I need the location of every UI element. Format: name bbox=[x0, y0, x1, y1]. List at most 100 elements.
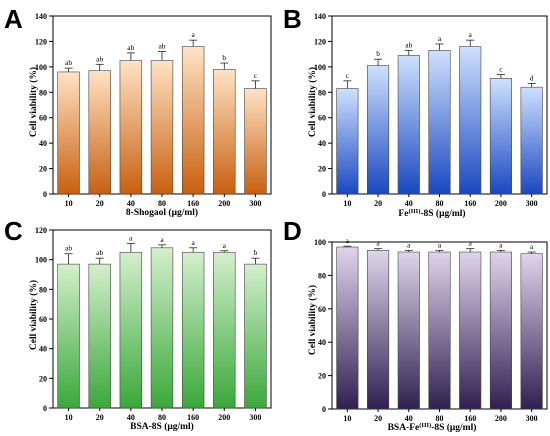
y-tick-label-a: 140 bbox=[35, 12, 47, 21]
bar-b-200 bbox=[489, 78, 512, 195]
x-axis-title-b-superscript: (III) bbox=[408, 208, 420, 215]
bar-d-80 bbox=[428, 251, 451, 410]
significance-label-d-300: a bbox=[530, 242, 534, 251]
bar-b-300 bbox=[520, 86, 543, 195]
x-tick-label-d-20: 20 bbox=[374, 414, 382, 423]
y-axis-title-b: Cell viability (%) bbox=[307, 67, 318, 137]
significance-label-b-200: c bbox=[499, 64, 503, 73]
significance-label-d-80: a bbox=[438, 240, 442, 249]
bar-d-10 bbox=[336, 246, 359, 410]
significance-label-b-40: ab bbox=[405, 40, 412, 49]
y-tick-label-d: 0 bbox=[322, 405, 326, 414]
y-tick-label-b: 120 bbox=[314, 37, 326, 46]
panel-letter-c: C bbox=[4, 216, 23, 246]
bar-c-300 bbox=[244, 263, 267, 409]
y-tick-label-c: 80 bbox=[39, 285, 47, 294]
significance-label-b-20: b bbox=[376, 49, 380, 58]
x-tick-label-b-20: 20 bbox=[374, 199, 382, 208]
y-tick-label-a: 120 bbox=[35, 37, 47, 46]
y-tick-label-d: 20 bbox=[318, 372, 326, 381]
significance-label-a-300: c bbox=[254, 71, 258, 80]
x-tick-label-a-80: 80 bbox=[158, 199, 166, 208]
y-tick-label-b: 40 bbox=[318, 139, 326, 148]
x-tick-label-c-160: 160 bbox=[187, 413, 199, 422]
significance-label-a-200: b bbox=[222, 53, 226, 62]
x-tick-label-d-80: 80 bbox=[436, 414, 444, 423]
y-tick-label-a: 40 bbox=[39, 139, 47, 148]
significance-label-a-160: a bbox=[191, 30, 195, 39]
y-tick-label-a: 100 bbox=[35, 63, 47, 72]
y-tick-label-b: 0 bbox=[322, 190, 326, 199]
x-axis-title-b-suffix: -8S (μg/ml) bbox=[420, 208, 465, 219]
x-axis-title-b: Fe(III)-8S (μg/ml) bbox=[398, 208, 465, 220]
x-axis-title-a: 8-Shogaol (μg/ml) bbox=[126, 207, 198, 218]
significance-label-d-40: a bbox=[407, 240, 411, 249]
y-tick-label-c: 60 bbox=[39, 315, 47, 324]
y-axis-title-a: Cell viability (%) bbox=[28, 67, 39, 137]
x-axis-title-d-prefix: BSA-Fe bbox=[388, 423, 420, 433]
y-tick-label-d: 100 bbox=[314, 238, 326, 247]
significance-label-a-80: ab bbox=[158, 42, 165, 51]
x-tick-label-d-10: 10 bbox=[343, 414, 351, 423]
bar-d-160 bbox=[459, 251, 482, 410]
y-tick-label-b: 20 bbox=[318, 165, 326, 174]
panel-d: D Cell viability (%) BSA-Fe(III)-8S (μg/… bbox=[283, 216, 548, 434]
y-tick-label-a: 80 bbox=[39, 88, 47, 97]
x-tick-label-a-300: 300 bbox=[249, 199, 261, 208]
x-axis-title-d-suffix: -8S (μg/ml) bbox=[431, 422, 476, 433]
bar-a-300 bbox=[244, 88, 267, 195]
x-tick-label-c-200: 200 bbox=[218, 413, 230, 422]
x-tick-label-b-10: 10 bbox=[343, 199, 351, 208]
x-tick-label-c-40: 40 bbox=[127, 413, 135, 422]
panel-c: C Cell viability (%) BSA-8S (μg/ml) 0 20 4… bbox=[4, 216, 272, 432]
x-axis-title-d-superscript: (III) bbox=[419, 422, 431, 429]
y-tick-label-b: 100 bbox=[314, 63, 326, 72]
bar-c-10 bbox=[57, 263, 80, 409]
x-tick-label-a-40: 40 bbox=[127, 199, 135, 208]
significance-label-d-10: a bbox=[346, 236, 350, 245]
y-tick-label-c: 40 bbox=[39, 345, 47, 354]
x-tick-label-a-200: 200 bbox=[218, 199, 230, 208]
bar-d-40 bbox=[397, 251, 420, 410]
y-tick-label-a: 20 bbox=[39, 165, 47, 174]
significance-label-c-40: a bbox=[129, 233, 133, 242]
y-tick-label-c: 120 bbox=[35, 226, 47, 235]
x-axis-title-c: BSA-8S (μg/ml) bbox=[130, 421, 194, 432]
bar-d-20 bbox=[367, 250, 390, 410]
bar-a-40 bbox=[119, 60, 143, 195]
x-tick-label-d-160: 160 bbox=[464, 414, 476, 423]
significance-label-c-20: ab bbox=[96, 248, 103, 257]
x-tick-label-b-200: 200 bbox=[495, 199, 507, 208]
y-tick-label-b: 140 bbox=[314, 12, 326, 21]
x-tick-label-a-10: 10 bbox=[65, 199, 73, 208]
bar-a-20 bbox=[88, 70, 111, 195]
significance-label-a-20: ab bbox=[96, 54, 103, 63]
significance-label-c-80: a bbox=[160, 235, 164, 244]
y-tick-label-a: 0 bbox=[43, 190, 47, 199]
y-tick-label-c: 100 bbox=[35, 256, 47, 265]
significance-label-c-10: ab bbox=[65, 244, 72, 253]
y-tick-label-b: 60 bbox=[318, 114, 326, 123]
bar-b-10 bbox=[336, 88, 359, 195]
bar-a-10 bbox=[57, 71, 80, 195]
bar-b-40 bbox=[397, 55, 420, 195]
significance-label-b-80: a bbox=[438, 34, 442, 43]
x-axis-title-d: BSA-Fe(III)-8S (μg/ml) bbox=[388, 422, 477, 434]
panel-letter-a: A bbox=[4, 4, 23, 34]
panel-letter-b: B bbox=[283, 4, 302, 34]
x-tick-label-c-10: 10 bbox=[65, 413, 73, 422]
y-axis-title-d: Cell viability (%) bbox=[307, 285, 318, 355]
x-tick-label-a-160: 160 bbox=[187, 199, 199, 208]
significance-label-d-200: a bbox=[499, 240, 503, 249]
significance-label-b-10: c bbox=[346, 71, 350, 80]
panel-letter-d: D bbox=[283, 216, 302, 246]
y-tick-label-d: 80 bbox=[318, 271, 326, 280]
significance-label-b-160: a bbox=[469, 30, 473, 39]
significance-label-b-300: d bbox=[530, 73, 534, 82]
bar-d-300 bbox=[520, 253, 543, 410]
bar-a-200 bbox=[213, 69, 236, 195]
bar-c-80 bbox=[150, 247, 174, 409]
x-axis-title-b-prefix: Fe bbox=[398, 209, 408, 219]
y-tick-label-b: 80 bbox=[318, 88, 326, 97]
bar-d-200 bbox=[489, 251, 512, 410]
